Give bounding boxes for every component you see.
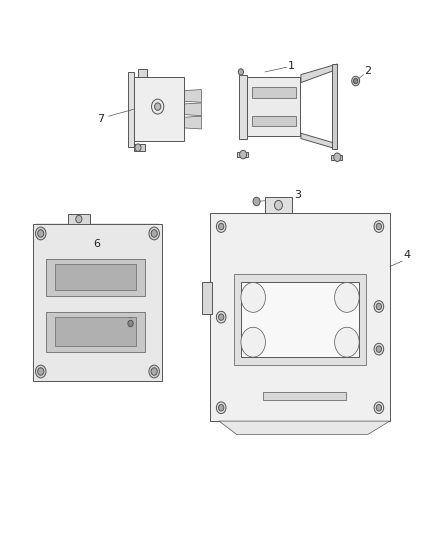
Circle shape — [152, 99, 164, 114]
Text: 1: 1 — [288, 61, 295, 71]
Circle shape — [155, 103, 161, 110]
Circle shape — [135, 144, 141, 151]
Circle shape — [35, 365, 46, 378]
Circle shape — [335, 327, 359, 357]
Polygon shape — [241, 282, 359, 357]
Polygon shape — [68, 214, 90, 224]
Circle shape — [241, 327, 265, 357]
Polygon shape — [331, 155, 342, 160]
Circle shape — [334, 153, 341, 161]
Polygon shape — [46, 259, 145, 296]
Polygon shape — [219, 421, 390, 434]
Circle shape — [219, 314, 224, 320]
Polygon shape — [234, 274, 366, 365]
Circle shape — [38, 368, 44, 375]
Circle shape — [216, 402, 226, 414]
Circle shape — [240, 150, 247, 159]
Circle shape — [374, 221, 384, 232]
Circle shape — [216, 311, 226, 323]
Polygon shape — [332, 64, 337, 149]
Circle shape — [238, 69, 244, 75]
Circle shape — [149, 365, 159, 378]
Polygon shape — [237, 152, 248, 157]
Polygon shape — [202, 282, 212, 314]
Polygon shape — [301, 133, 337, 149]
Circle shape — [76, 215, 82, 223]
Polygon shape — [55, 317, 136, 346]
Polygon shape — [239, 75, 247, 139]
Circle shape — [241, 282, 265, 312]
Circle shape — [376, 223, 381, 230]
Polygon shape — [252, 87, 296, 98]
Circle shape — [374, 402, 384, 414]
Polygon shape — [247, 77, 300, 136]
Circle shape — [219, 405, 224, 411]
Text: 3: 3 — [294, 190, 301, 199]
Polygon shape — [46, 312, 145, 352]
Circle shape — [126, 318, 135, 329]
Circle shape — [376, 346, 381, 352]
Polygon shape — [55, 264, 136, 290]
Circle shape — [38, 230, 44, 237]
Circle shape — [376, 405, 381, 411]
Circle shape — [335, 282, 359, 312]
Circle shape — [374, 343, 384, 355]
Circle shape — [216, 221, 226, 232]
Circle shape — [374, 301, 384, 312]
Circle shape — [219, 223, 224, 230]
Polygon shape — [252, 116, 296, 126]
Circle shape — [149, 227, 159, 240]
Text: 4: 4 — [404, 250, 411, 260]
Text: 6: 6 — [93, 239, 100, 249]
Polygon shape — [263, 392, 346, 400]
Polygon shape — [184, 116, 201, 129]
Circle shape — [128, 320, 133, 327]
Circle shape — [151, 368, 157, 375]
Polygon shape — [134, 77, 184, 141]
Polygon shape — [138, 69, 147, 77]
Circle shape — [275, 200, 283, 210]
Circle shape — [352, 76, 360, 86]
Polygon shape — [184, 103, 201, 116]
Circle shape — [376, 303, 381, 310]
Polygon shape — [301, 64, 337, 83]
Polygon shape — [128, 72, 134, 147]
Polygon shape — [265, 197, 292, 213]
Circle shape — [253, 197, 260, 206]
Polygon shape — [134, 144, 145, 151]
Text: 5: 5 — [53, 316, 60, 326]
Circle shape — [35, 227, 46, 240]
Text: 2: 2 — [364, 67, 371, 76]
Polygon shape — [210, 213, 390, 421]
Circle shape — [151, 230, 157, 237]
Polygon shape — [33, 224, 162, 381]
Polygon shape — [184, 90, 201, 102]
Text: 7: 7 — [97, 114, 104, 124]
Circle shape — [353, 78, 358, 84]
